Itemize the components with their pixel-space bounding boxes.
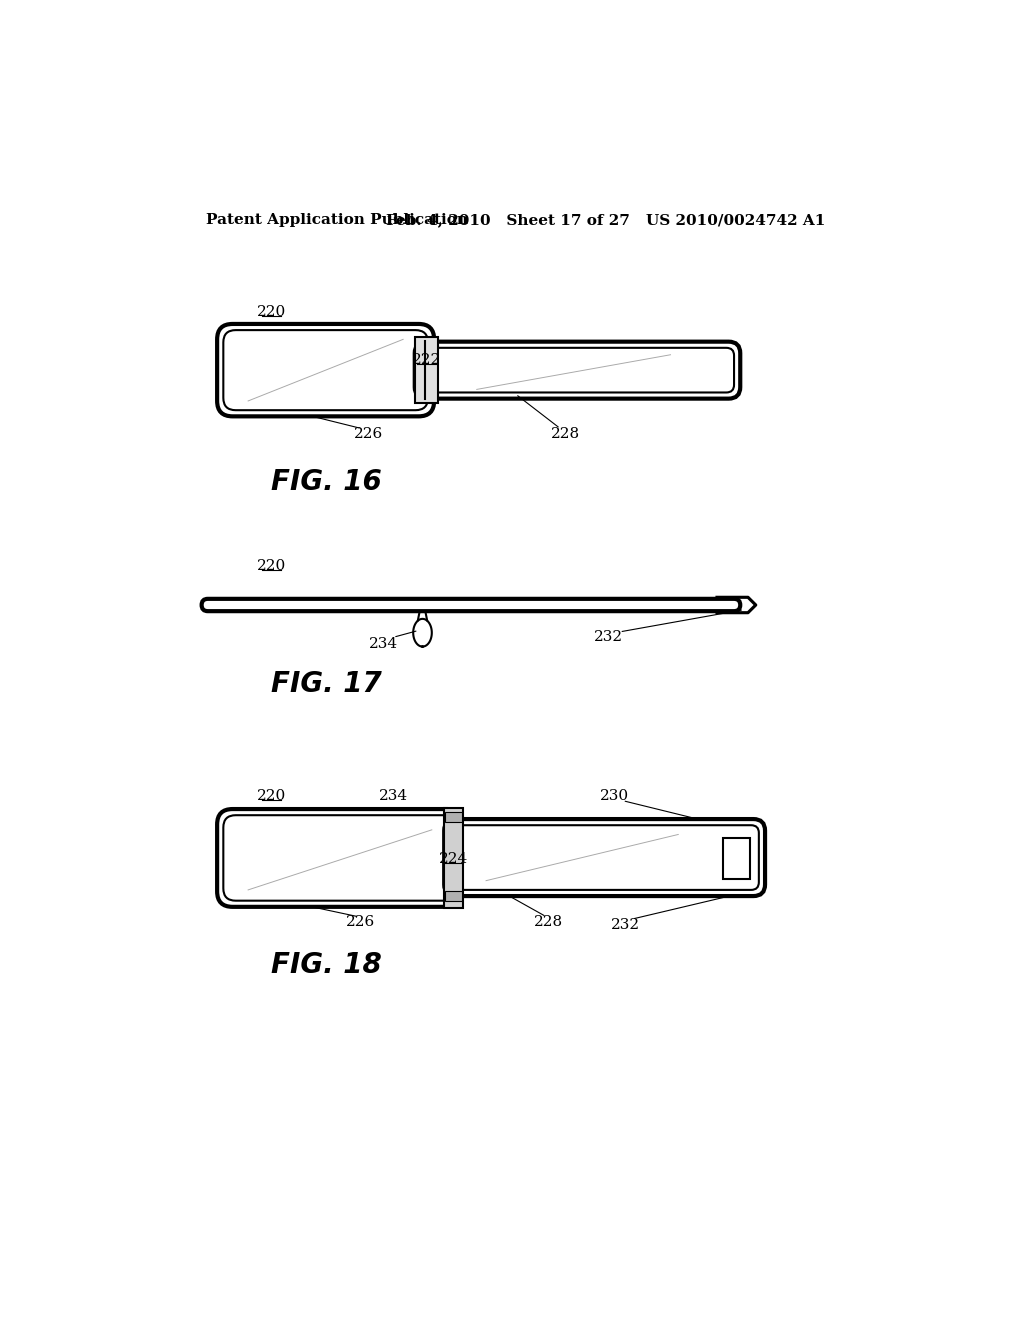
FancyBboxPatch shape	[217, 809, 463, 907]
Text: 230: 230	[600, 789, 630, 803]
Text: FIG. 16: FIG. 16	[271, 467, 382, 496]
Text: 226: 226	[353, 428, 383, 441]
Text: 228: 228	[551, 428, 581, 441]
Text: Patent Application Publication: Patent Application Publication	[206, 213, 468, 227]
Text: 226: 226	[346, 915, 375, 929]
Bar	[445, 891, 462, 902]
Text: 220: 220	[257, 305, 286, 319]
Text: 228: 228	[534, 915, 562, 929]
Text: 220: 220	[257, 560, 286, 573]
FancyBboxPatch shape	[223, 816, 457, 900]
Bar	[415, 337, 438, 404]
Text: FIG. 17: FIG. 17	[271, 669, 382, 697]
Text: 232: 232	[594, 631, 623, 644]
Text: 220: 220	[257, 789, 286, 803]
Text: 232: 232	[611, 917, 640, 932]
Text: 234: 234	[379, 789, 408, 803]
Bar	[723, 838, 750, 879]
Text: 222: 222	[412, 354, 441, 367]
Text: 224: 224	[439, 853, 468, 866]
Text: 234: 234	[370, 636, 398, 651]
Bar	[445, 812, 462, 822]
FancyBboxPatch shape	[421, 348, 734, 392]
Text: US 2010/0024742 A1: US 2010/0024742 A1	[646, 213, 825, 227]
Text: Feb. 4, 2010   Sheet 17 of 27: Feb. 4, 2010 Sheet 17 of 27	[386, 213, 630, 227]
FancyBboxPatch shape	[223, 330, 428, 411]
FancyBboxPatch shape	[444, 818, 765, 896]
FancyBboxPatch shape	[202, 599, 740, 611]
FancyBboxPatch shape	[451, 825, 759, 890]
Bar	[444, 808, 463, 908]
FancyBboxPatch shape	[217, 323, 434, 416]
Text: FIG. 18: FIG. 18	[271, 952, 382, 979]
FancyBboxPatch shape	[415, 342, 740, 399]
